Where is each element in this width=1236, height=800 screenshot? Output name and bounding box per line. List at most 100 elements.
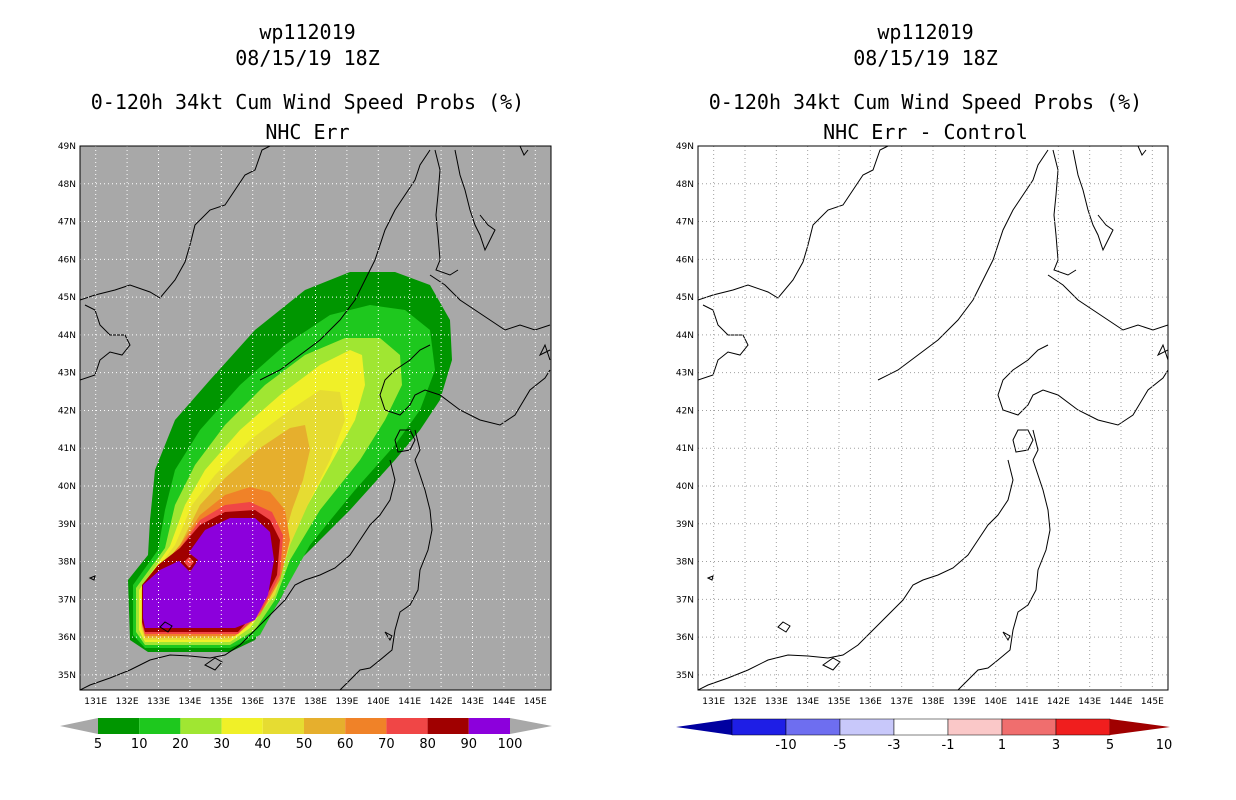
legend-label: 5 <box>1106 738 1114 753</box>
legend-color-box <box>947 718 1003 736</box>
x-tick-label: 142E <box>1047 697 1070 707</box>
legend-color-box <box>839 718 895 736</box>
right-subtitle: NHC Err - Control <box>823 120 1028 144</box>
y-tick-label: 45N <box>58 293 76 303</box>
y-tick-label: 36N <box>58 633 76 643</box>
legend-color-box <box>731 718 787 736</box>
right-title: 0-120h 34kt Cum Wind Speed Probs (%) <box>708 90 1143 114</box>
legend-color-box <box>221 718 263 734</box>
left-subtitle: NHC Err <box>265 120 350 144</box>
legend-label: 30 <box>213 737 230 752</box>
x-tick-label: 145E <box>1141 697 1164 707</box>
legend-label: 3 <box>1052 738 1060 753</box>
y-tick-label: 36N <box>676 633 694 643</box>
x-tick-label: 131E <box>702 697 725 707</box>
right-storm-id: wp112019 <box>877 20 974 44</box>
x-tick-label: 142E <box>430 697 453 707</box>
y-tick-label: 40N <box>58 482 76 492</box>
legend-label: 1 <box>998 738 1006 753</box>
x-tick-label: 143E <box>1078 697 1101 707</box>
x-tick-label: 143E <box>461 697 484 707</box>
legend-arrow-right <box>510 718 552 734</box>
right-coastlines <box>698 146 1168 690</box>
legend-label: -5 <box>834 738 847 753</box>
right-x-axis: 131E 132E 133E 134E 135E 136E 137E 138E 139E 140E… <box>702 697 1164 707</box>
legend-color-box <box>180 718 222 734</box>
left-map-frame <box>79 145 552 691</box>
y-tick-label: 49N <box>58 142 76 152</box>
x-tick-label: 138E <box>922 697 945 707</box>
legend-color-box <box>427 718 469 734</box>
left-grid <box>80 145 551 690</box>
y-tick-label: 41N <box>58 444 76 454</box>
x-tick-label: 144E <box>1110 697 1133 707</box>
y-tick-label: 41N <box>676 444 694 454</box>
y-tick-label: 37N <box>676 595 694 605</box>
x-tick-label: 136E <box>241 697 264 707</box>
left-map: 35N 36N 37N 38N 39N 40N 41N 42N 43N 44N 45N 46N 47N 4… <box>58 142 552 752</box>
y-tick-label: 42N <box>676 406 694 416</box>
legend-label: 10 <box>1156 738 1173 753</box>
legend-color-box <box>785 718 841 736</box>
right-legend: -10 -5 -3 -1 1 3 5 10 <box>676 718 1173 753</box>
x-tick-label: 133E <box>147 697 170 707</box>
left-date: 08/15/19 18Z <box>235 46 380 70</box>
y-tick-label: 47N <box>58 218 76 228</box>
y-tick-label: 46N <box>676 255 694 265</box>
y-tick-label: 49N <box>676 142 694 152</box>
right-map: 35N 36N 37N 38N 39N 40N 41N 42N 43N 44N 45N 46N 47N 4… <box>676 142 1173 753</box>
y-tick-label: 47N <box>676 218 694 228</box>
legend-color-box <box>468 718 510 734</box>
left-coastlines <box>80 146 551 690</box>
legend-color-box <box>262 718 304 734</box>
legend-color-box <box>98 718 140 734</box>
legend-color-box <box>304 718 346 734</box>
legend-color-box <box>139 718 181 734</box>
legend-label: 10 <box>131 737 148 752</box>
y-tick-label: 35N <box>58 671 76 681</box>
legend-label: 50 <box>296 737 313 752</box>
y-tick-label: 38N <box>676 558 694 568</box>
band-90-100 <box>143 518 274 628</box>
x-tick-label: 140E <box>367 697 390 707</box>
legend-color-box <box>386 718 428 734</box>
legend-label: -10 <box>775 738 796 753</box>
right-grid <box>698 145 1168 690</box>
x-tick-label: 145E <box>524 697 547 707</box>
right-date: 08/15/19 18Z <box>853 46 998 70</box>
legend-label: 90 <box>461 737 478 752</box>
legend-label: 80 <box>419 737 436 752</box>
x-tick-label: 132E <box>734 697 757 707</box>
y-tick-label: 48N <box>58 180 76 190</box>
legend-label: 20 <box>172 737 189 752</box>
x-tick-label: 141E <box>398 697 421 707</box>
x-tick-label: 131E <box>84 697 107 707</box>
x-tick-label: 138E <box>304 697 327 707</box>
x-tick-label: 134E <box>178 697 201 707</box>
legend-color-box <box>1001 718 1057 736</box>
y-tick-label: 43N <box>58 369 76 379</box>
y-tick-label: 45N <box>676 293 694 303</box>
x-tick-label: 139E <box>953 697 976 707</box>
y-tick-label: 40N <box>676 482 694 492</box>
right-y-axis: 35N 36N 37N 38N 39N 40N 41N 42N 43N 44N 45N 46N 47N 4… <box>676 142 694 681</box>
right-map-frame <box>697 145 1169 691</box>
legend-arrow-right <box>1110 719 1170 735</box>
left-storm-id: wp112019 <box>259 20 356 44</box>
x-tick-label: 137E <box>273 697 296 707</box>
legend-label: 60 <box>337 737 354 752</box>
y-tick-label: 43N <box>676 369 694 379</box>
y-tick-label: 38N <box>58 558 76 568</box>
x-tick-label: 139E <box>335 697 358 707</box>
x-tick-label: 141E <box>1016 697 1039 707</box>
left-legend: 5 10 20 30 40 50 60 70 80 90 100 <box>60 718 552 752</box>
legend-arrow-left <box>676 719 732 735</box>
left-y-axis: 35N 36N 37N 38N 39N 40N 41N 42N 43N 44N 45N 46N 47N 4… <box>58 142 76 681</box>
legend-label: -1 <box>942 738 955 753</box>
x-tick-label: 134E <box>796 697 819 707</box>
legend-color-box <box>345 718 387 734</box>
legend-label: 40 <box>255 737 272 752</box>
legend-arrow-left <box>60 718 98 734</box>
y-tick-label: 44N <box>676 331 694 341</box>
left-x-axis: 131E 132E 133E 134E 135E 136E 137E 138E 139E 140E… <box>84 697 547 707</box>
